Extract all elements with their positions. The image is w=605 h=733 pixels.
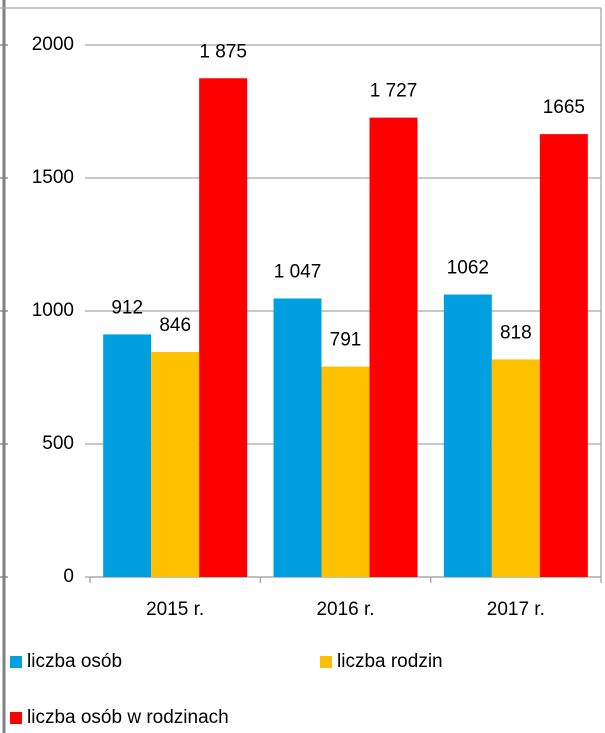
legend-label: liczba rodzin <box>337 651 443 672</box>
value-label: 1665 <box>543 97 585 118</box>
bar <box>491 359 540 577</box>
legend-swatch <box>320 656 332 668</box>
bar <box>151 351 200 577</box>
y-tick-label: 2000 <box>32 34 74 55</box>
y-tick-label: 1500 <box>32 167 74 188</box>
value-label: 1 875 <box>199 41 247 62</box>
bar <box>321 366 370 577</box>
y-tick-label: 1000 <box>32 300 74 321</box>
value-label: 912 <box>111 297 143 318</box>
bar <box>369 117 418 578</box>
x-tick-label: 2015 r. <box>146 599 204 620</box>
x-tick-label: 2016 r. <box>316 599 374 620</box>
legend-label: liczba osób w rodzinach <box>27 707 229 728</box>
legend-swatch <box>10 656 22 668</box>
bar <box>103 334 152 577</box>
y-tick-label: 0 <box>63 566 74 587</box>
value-label: 1 047 <box>274 262 322 283</box>
bar <box>273 298 322 577</box>
bar <box>199 78 248 577</box>
bar <box>443 294 492 577</box>
value-label: 1062 <box>447 258 489 279</box>
legend-swatch <box>10 712 22 724</box>
x-tick-label: 2017 r. <box>487 599 545 620</box>
y-tick-label: 500 <box>42 433 74 454</box>
value-label: 818 <box>500 322 532 343</box>
value-label: 791 <box>330 330 362 351</box>
legend-label: liczba osób <box>27 651 122 672</box>
value-label: 1 727 <box>370 81 418 102</box>
value-label: 846 <box>159 315 191 336</box>
bar <box>539 134 588 578</box>
